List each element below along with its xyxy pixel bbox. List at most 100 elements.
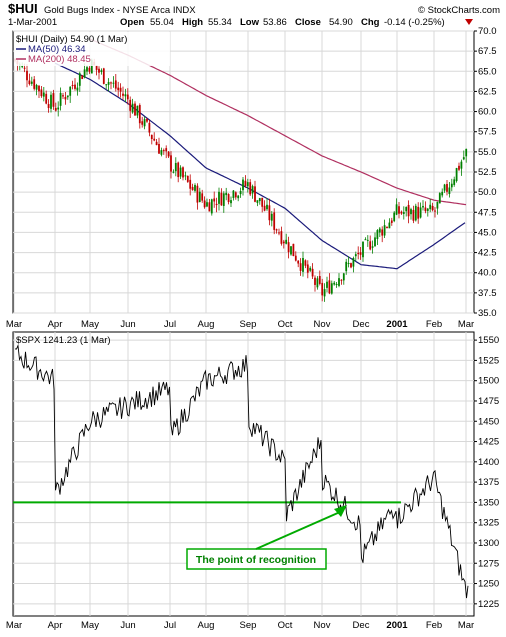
- x-tick-label: Jul: [164, 620, 176, 631]
- y-tick-label: 52.5: [478, 167, 497, 178]
- y-tick-label: 70.0: [478, 26, 497, 37]
- candle-body: [76, 87, 79, 91]
- low-value: 53.86: [263, 17, 287, 28]
- candle-body: [304, 260, 307, 266]
- candle-body: [155, 141, 158, 146]
- y-tick-label: 1525: [478, 355, 499, 366]
- candle-body: [345, 261, 348, 272]
- candle-body: [328, 280, 331, 294]
- chg-down-arrow-icon: [465, 19, 473, 25]
- candle-body: [114, 80, 117, 89]
- candle-body: [352, 257, 355, 267]
- candle-body: [441, 191, 444, 196]
- candle-body: [254, 186, 256, 202]
- y-tick-label: 1500: [478, 376, 499, 387]
- candle-body: [83, 69, 86, 78]
- candle-body: [462, 157, 465, 160]
- candle-body: [280, 231, 283, 244]
- candle-body: [124, 94, 127, 97]
- x-tick-label: Jun: [120, 319, 135, 330]
- candle-body: [263, 205, 266, 211]
- candle-body: [412, 209, 415, 221]
- candle-body: [287, 242, 290, 253]
- candle-body: [342, 273, 345, 281]
- low-label: Low: [240, 17, 260, 28]
- candle-body: [417, 206, 420, 219]
- x-tick-label: Feb: [426, 620, 442, 631]
- recognition-annotation: The point of recognition: [186, 505, 347, 570]
- candle-body: [335, 284, 338, 286]
- y-tick-label: 60.0: [478, 107, 497, 118]
- y-tick-label: 1475: [478, 396, 499, 407]
- candle-body: [57, 107, 60, 110]
- candle-body: [453, 179, 456, 185]
- candle-body: [318, 276, 321, 284]
- candle-body: [95, 65, 98, 70]
- annotation-text: The point of recognition: [196, 554, 316, 566]
- y-tick-label: 35.0: [478, 308, 497, 319]
- candle-body: [138, 105, 141, 124]
- quote-date: 1-Mar-2001: [8, 17, 57, 28]
- candle-body: [50, 94, 52, 109]
- hui-candles: [14, 58, 468, 302]
- candle-body: [218, 191, 220, 204]
- candle-body: [213, 198, 216, 202]
- x-tick-label: May: [81, 319, 99, 330]
- ma50-legend: MA(50) 46.34: [28, 44, 86, 55]
- candle-body: [395, 204, 398, 215]
- candle-body: [59, 92, 62, 106]
- candle-body: [278, 232, 280, 234]
- candle-body: [258, 198, 261, 202]
- candle-body: [33, 79, 36, 89]
- candle-body: [52, 93, 55, 107]
- candle-body: [21, 66, 24, 68]
- candle-body: [54, 108, 57, 111]
- x-tick-label: Apr: [48, 319, 63, 330]
- candle-body: [141, 121, 144, 125]
- x-tick-label: Sep: [240, 620, 257, 631]
- candle-body: [294, 255, 297, 261]
- y-tick-label: 1300: [478, 538, 499, 549]
- candle-body: [434, 210, 436, 212]
- candle-body: [170, 155, 172, 172]
- x-tick-label: Nov: [314, 620, 331, 631]
- candle-body: [184, 175, 187, 177]
- chg-value: -0.14 (-0.25%): [384, 17, 445, 28]
- candle-body: [309, 267, 312, 271]
- candle-body: [167, 151, 170, 157]
- x-tick-label: Dec: [353, 319, 370, 330]
- candle-body: [30, 81, 33, 84]
- candle-body: [443, 184, 446, 191]
- candle-body: [160, 150, 163, 155]
- x-tick-label: Mar: [458, 620, 474, 631]
- candle-body: [162, 150, 165, 152]
- candle-body: [458, 165, 460, 170]
- candle-body: [285, 239, 288, 244]
- x-tick-label: Mar: [6, 319, 22, 330]
- candle-body: [150, 134, 153, 140]
- candle-body: [419, 207, 422, 218]
- y-tick-label: 42.5: [478, 248, 497, 259]
- hui-legend: $HUI (Daily) 54.90 (1 Mar): [16, 34, 127, 45]
- candle-body: [208, 202, 211, 212]
- candle-body: [131, 103, 134, 113]
- candle-body: [357, 252, 360, 255]
- candle-body: [376, 230, 379, 240]
- candle-body: [112, 82, 115, 84]
- candle-body: [431, 205, 434, 211]
- candle-body: [333, 282, 336, 285]
- x-tick-label: Nov: [314, 319, 331, 330]
- annotation-arrow-line: [255, 511, 341, 550]
- candle-body: [196, 185, 199, 203]
- close-value: 54.90: [329, 17, 353, 28]
- candle-body: [222, 193, 225, 206]
- candle-body: [326, 281, 328, 288]
- y-tick-label: 62.5: [478, 86, 497, 97]
- candle-body: [302, 258, 304, 272]
- candle-body: [186, 175, 189, 182]
- candle-body: [194, 185, 196, 191]
- x-tick-label: May: [81, 620, 99, 631]
- annotation-arrowhead-icon: [334, 505, 347, 517]
- candle-body: [364, 239, 367, 241]
